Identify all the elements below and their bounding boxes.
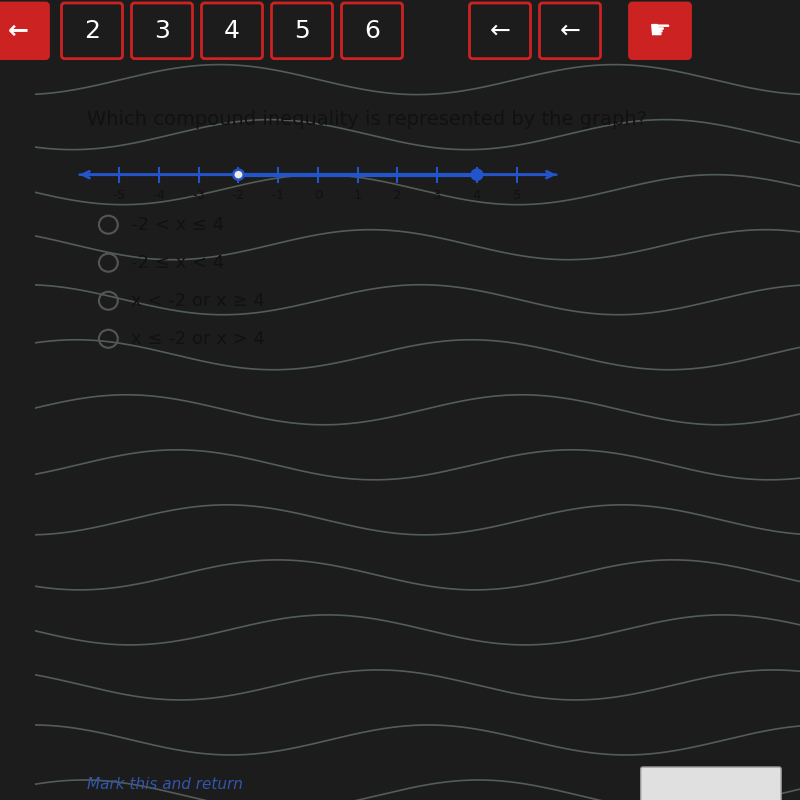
Text: ←: ← [7,18,29,42]
FancyBboxPatch shape [641,767,781,800]
FancyBboxPatch shape [131,3,193,58]
Text: 0: 0 [314,189,322,202]
Text: 2: 2 [84,18,100,42]
Text: -4: -4 [152,189,166,202]
Text: 5: 5 [294,18,310,42]
Text: x ≤ -2 or x > 4: x ≤ -2 or x > 4 [131,330,266,348]
Text: Which compound inequality is represented by the graph?: Which compound inequality is represented… [87,110,647,129]
Text: -5: -5 [113,189,126,202]
FancyBboxPatch shape [342,3,402,58]
Text: -2 ≤ x < 4: -2 ≤ x < 4 [131,254,225,272]
Text: -2: -2 [232,189,245,202]
FancyBboxPatch shape [62,3,122,58]
Text: 3: 3 [154,18,170,42]
Text: 5: 5 [513,189,521,202]
Text: ←: ← [559,18,581,42]
Text: -2 < x ≤ 4: -2 < x ≤ 4 [131,216,225,234]
Text: Mark this and return: Mark this and return [87,778,243,793]
FancyBboxPatch shape [630,3,690,58]
Circle shape [234,170,244,180]
Text: 3: 3 [433,189,442,202]
Text: 2: 2 [393,189,402,202]
FancyBboxPatch shape [202,3,262,58]
FancyBboxPatch shape [0,3,49,58]
Text: ☛: ☛ [649,18,671,42]
Text: -1: -1 [271,189,285,202]
Text: ←: ← [490,18,510,42]
Text: 1: 1 [354,189,362,202]
Circle shape [472,170,482,180]
Text: 4: 4 [224,18,240,42]
FancyBboxPatch shape [271,3,333,58]
Text: 6: 6 [364,18,380,42]
FancyBboxPatch shape [470,3,530,58]
Text: x < -2 or x ≥ 4: x < -2 or x ≥ 4 [131,292,266,310]
Text: -3: -3 [192,189,206,202]
FancyBboxPatch shape [539,3,601,58]
Text: 4: 4 [473,189,481,202]
Text: Save and N: Save and N [671,778,750,792]
